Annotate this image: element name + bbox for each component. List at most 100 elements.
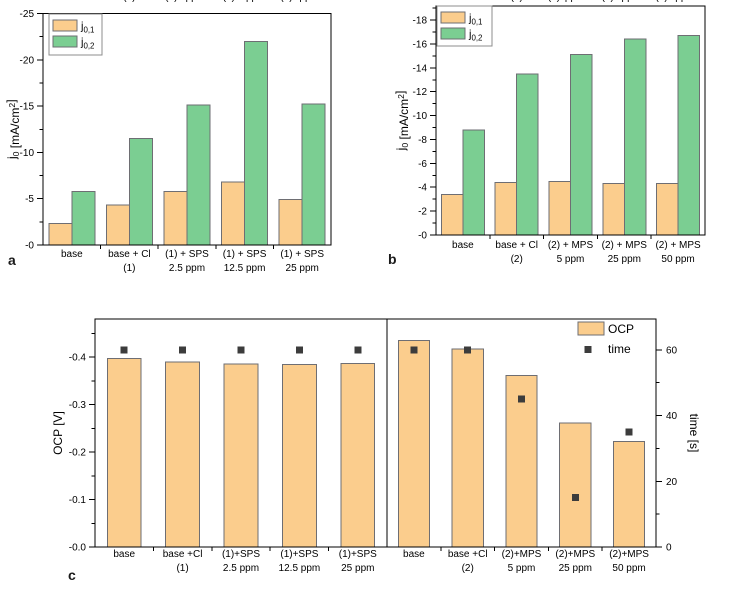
legend-label: j0,2 [468,29,482,43]
left-tick-label: -0.3 [69,400,87,411]
y-tick-label: -2 [418,207,427,218]
y-tick-label: -6 [418,159,427,170]
category-label: 12.5 ppm [224,263,266,274]
svg-text:base: base [452,0,474,3]
category-label: (1) [123,263,135,274]
svg-text:(1): (1) [123,0,135,3]
category-label: 25 ppm [341,563,374,574]
category-label: 25 ppm [559,563,592,574]
category-label: base [61,249,83,260]
panel-label-a: a [8,252,16,268]
right-tick-label: 40 [666,411,678,422]
svg-text:25 ppm: 25 ppm [286,0,319,3]
svg-text:base + Cl: base + Cl [495,0,538,3]
y-tick-label: -18 [413,16,428,27]
legend-label: j0,1 [80,21,95,35]
svg-text:base: base [61,0,83,3]
y-tick-label: -15 [20,102,35,113]
svg-text:(2) + MPS: (2) + MPS [602,0,648,3]
y-tick-label: -16 [413,39,428,50]
category-label: (2) + MPS [602,240,648,251]
svg-text:(2): (2) [511,0,523,3]
left-tick-label: -0.1 [69,495,87,506]
legend-label: j0,1 [468,13,483,27]
category-label: 12.5 ppm [279,563,321,574]
y-axis-title: j0 [mA/cm2] [393,91,411,152]
category-label: (1)+SPS [339,549,377,560]
bars-a [48,40,326,246]
category-label: 50 ppm [612,563,645,574]
left-tick-label: -0.2 [69,448,87,459]
y-tick-label: -14 [413,63,428,74]
category-label: (2)+MPS [555,549,595,560]
svg-text:(2) + MPS: (2) + MPS [655,0,701,3]
svg-text:2.5 ppm: 2.5 ppm [169,0,205,3]
left-tick-label: -0.0 [69,543,87,554]
left-tick-label: -0.4 [69,353,87,364]
category-label: 25 ppm [608,254,641,265]
y-tick-label: -25 [20,9,35,20]
category-label: (1) + SPS [280,249,324,260]
category-label: (2) + MPS [655,240,701,251]
panel-label-b: b [388,251,397,267]
time-markers [120,346,633,502]
legend-b: j0,1 j0,2 [436,5,493,47]
category-label: 5 ppm [508,563,536,574]
y-axis-title: j0 [mA/cm2] [4,99,22,160]
category-label: (1)+SPS [280,549,318,560]
category-label: (2) + MPS [548,240,594,251]
category-label: (2)+MPS [609,549,649,560]
y-tick-label: -10 [413,111,428,122]
category-label: base + Cl [108,249,151,260]
right-tick-label: 20 [666,477,678,488]
y-tick-label: -0 [418,231,427,242]
legend-c: OCP time [577,321,634,356]
svg-text:(2) + MPS: (2) + MPS [548,0,594,3]
category-label: base [403,549,425,560]
svg-text:25 ppm: 25 ppm [608,0,641,3]
category-label: (1) [176,563,188,574]
left-axis-title: OCP [V] [51,411,65,455]
category-label: (1) + SPS [223,249,267,260]
axes-c: -0.0 -0.1 -0.2 -0.3 -0.4 0 20 40 60 base base +Cl (… [51,318,701,574]
legend-label-ocp: OCP [608,322,634,336]
right-tick-label: 0 [666,543,672,554]
category-label: 2.5 ppm [169,263,205,274]
svg-text:(1) + SPS: (1) + SPS [223,0,267,3]
y-tick-label: -12 [413,87,428,98]
category-label: 50 ppm [661,254,694,265]
category-label: 25 ppm [286,263,319,274]
category-label: 5 ppm [557,254,585,265]
right-axis-title: time [s] [687,414,701,453]
svg-text:5 ppm: 5 ppm [557,0,585,3]
category-label: base [113,549,135,560]
category-label: (2) [511,254,523,265]
right-tick-label: 60 [666,345,678,356]
svg-text:12.5 ppm: 12.5 ppm [224,0,266,3]
y-tick-label: -10 [20,148,35,159]
category-label: (1) + SPS [165,249,209,260]
category-label: 2.5 ppm [223,563,259,574]
y-tick-label: -20 [20,55,35,66]
bars-b [440,35,701,236]
legend-label: j0,2 [80,37,94,51]
category-label: base +Cl [448,549,488,560]
category-label: (1)+SPS [222,549,260,560]
category-label: (2)+MPS [502,549,542,560]
category-label: (2) [462,563,474,574]
y-tick-label: -5 [25,194,34,205]
svg-text:(1) + SPS: (1) + SPS [280,0,324,3]
category-label: base [452,240,474,251]
category-label: base +Cl [163,549,203,560]
svg-text:(1) + SPS: (1) + SPS [165,0,209,3]
y-tick-label: -4 [418,183,427,194]
svg-text:50 ppm: 50 ppm [661,0,694,3]
svg-text:base + Cl: base + Cl [108,0,151,3]
bars-c [106,339,646,548]
y-tick-label: -0 [25,241,34,252]
